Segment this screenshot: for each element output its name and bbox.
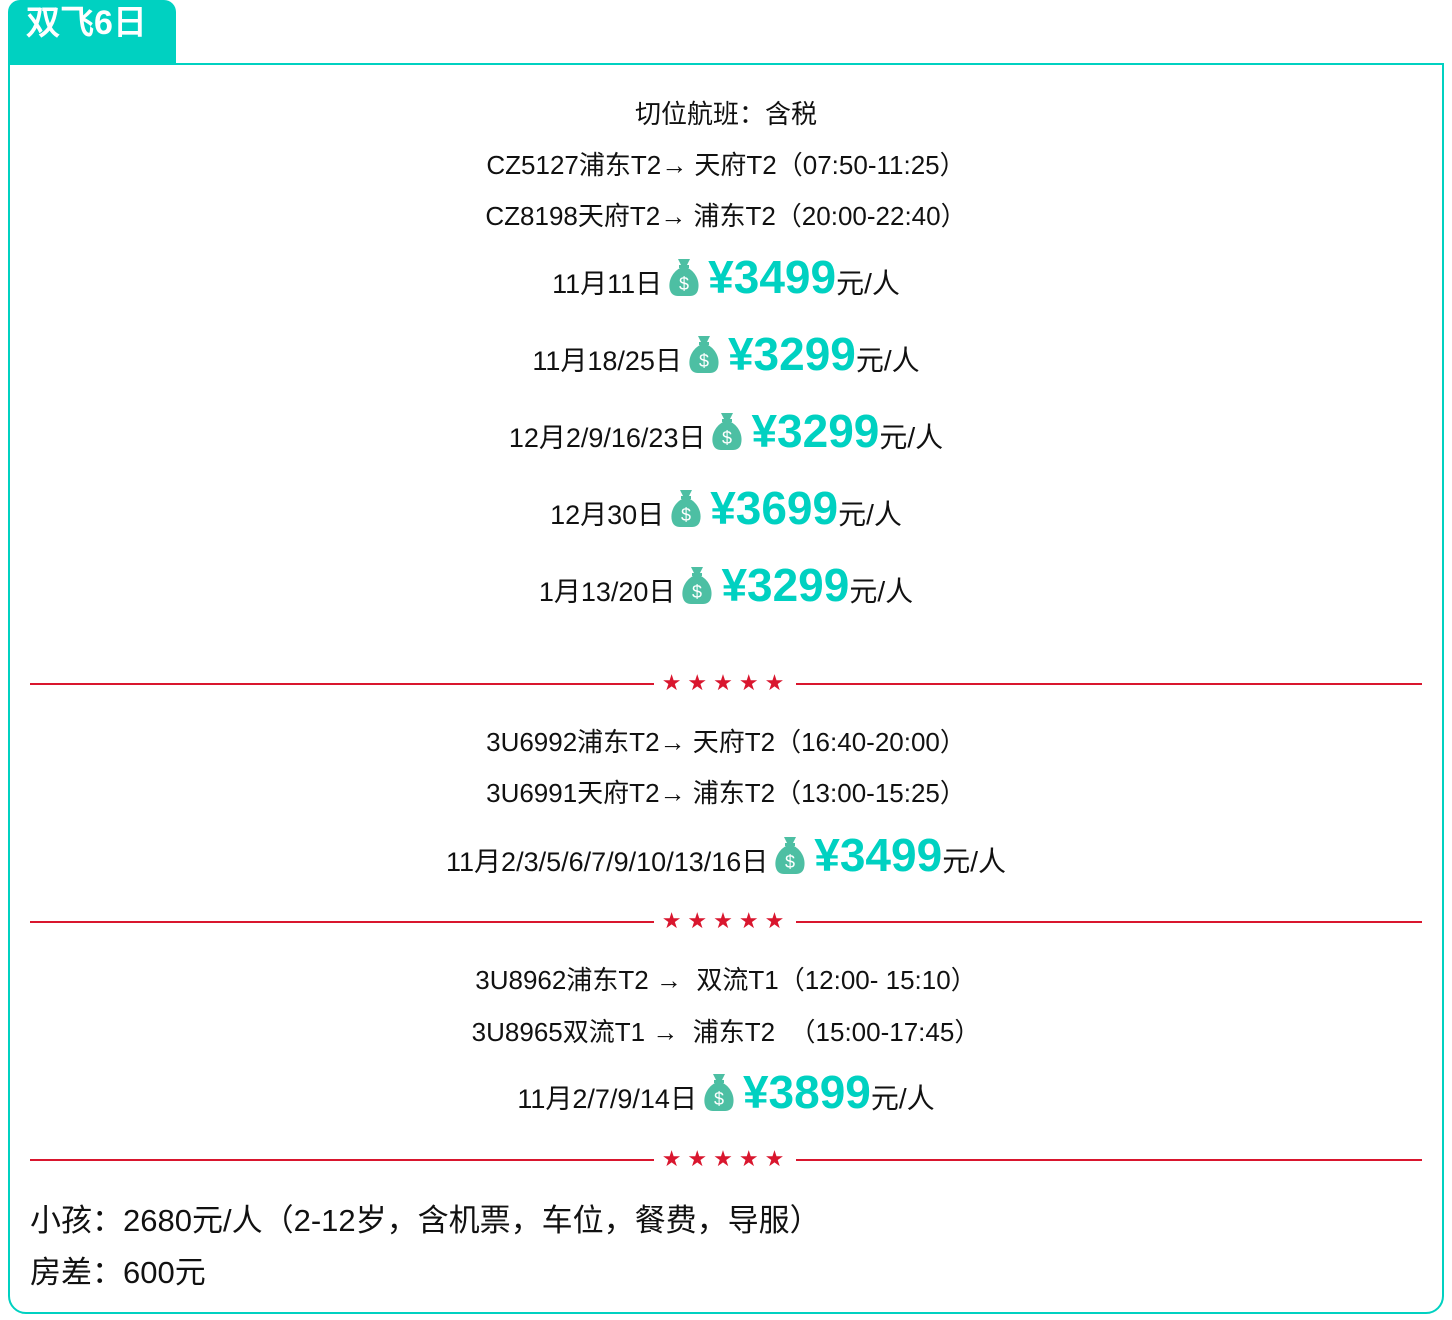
price-row: 12月2/9/16/23日 $ ¥3299元/人 (0, 404, 1452, 458)
price: ¥3299 (727, 328, 856, 380)
price: ¥3699 (710, 482, 839, 534)
child-price-note: 小孩：2680元/人（2-12岁，含机票，车位，餐费，导服） (30, 1203, 821, 1238)
star-divider: ★★★★★ (30, 1146, 1422, 1171)
section-header: 切位航班：含税 (634, 99, 817, 129)
price-unit: 元/人 (849, 576, 914, 607)
money-bag-icon: $ (688, 334, 720, 374)
price: ¥3299 (721, 559, 850, 611)
price-unit: 元/人 (855, 345, 920, 376)
price: ¥3899 (742, 1066, 871, 1118)
price-row: 1月13/20日 $ ¥3299元/人 (0, 558, 1452, 612)
star-divider: ★★★★★ (30, 908, 1422, 933)
departure-dates: 1月13/20日 (538, 577, 676, 607)
svg-text:$: $ (785, 852, 795, 872)
price-row: 11月18/25日 $ ¥3299元/人 (0, 327, 1452, 381)
price-row: 12月30日 $ ¥3699元/人 (0, 481, 1452, 535)
flight-line: CZ8198天府T2→ 浦东T2（20:00-22:40） (485, 201, 967, 231)
departure-dates: 11月11日 (552, 269, 663, 299)
flight-line: CZ5127浦东T2→ 天府T2（07:50-11:25） (486, 150, 966, 180)
departure-dates: 11月18/25日 (532, 346, 682, 376)
price: ¥3499 (708, 251, 837, 303)
departure-dates: 12月30日 (550, 500, 665, 530)
money-bag-icon: $ (703, 1072, 735, 1112)
flight-line: 3U8965双流T1 → 浦东T2 （15:00-17:45） (471, 1017, 981, 1047)
departure-dates: 11月2/3/5/6/7/9/10/13/16日 (446, 847, 769, 877)
room-diff-note: 房差：600元 (30, 1255, 206, 1290)
price-row: 11月2/3/5/6/7/9/10/13/16日 $ ¥3499元/人 (0, 828, 1452, 882)
flight-line: 3U6992浦东T2→ 天府T2（16:40-20:00） (486, 727, 966, 757)
svg-text:$: $ (679, 274, 689, 294)
money-bag-icon: $ (711, 411, 743, 451)
price: ¥3299 (751, 405, 880, 457)
departure-dates: 11月2/7/9/14日 (517, 1084, 697, 1114)
content-box (8, 63, 1444, 1314)
svg-text:$: $ (722, 428, 732, 448)
money-bag-icon: $ (670, 488, 702, 528)
departure-dates: 12月2/9/16/23日 (508, 423, 706, 453)
price-unit: 元/人 (838, 499, 902, 530)
price: ¥3499 (814, 829, 943, 881)
money-bag-icon: $ (668, 257, 700, 297)
flight-line: 3U8962浦东T2 → 双流T1（12:00- 15:10） (475, 965, 977, 995)
price-unit: 元/人 (870, 1083, 935, 1114)
svg-text:$: $ (681, 505, 691, 525)
price-unit: 元/人 (942, 846, 1006, 877)
money-bag-icon: $ (681, 565, 713, 605)
svg-text:$: $ (714, 1089, 724, 1109)
price-row: 11月11日 $ ¥3499元/人 (0, 250, 1452, 304)
price-unit: 元/人 (879, 422, 944, 453)
tab-title[interactable]: 双飞6日 (8, 0, 176, 64)
price-row: 11月2/7/9/14日 $ ¥3899元/人 (0, 1065, 1452, 1119)
star-divider: ★★★★★ (30, 670, 1422, 695)
svg-text:$: $ (699, 351, 709, 371)
price-unit: 元/人 (836, 268, 900, 299)
flight-line: 3U6991天府T2→ 浦东T2（13:00-15:25） (486, 778, 966, 808)
money-bag-icon: $ (774, 835, 806, 875)
svg-text:$: $ (692, 582, 702, 602)
